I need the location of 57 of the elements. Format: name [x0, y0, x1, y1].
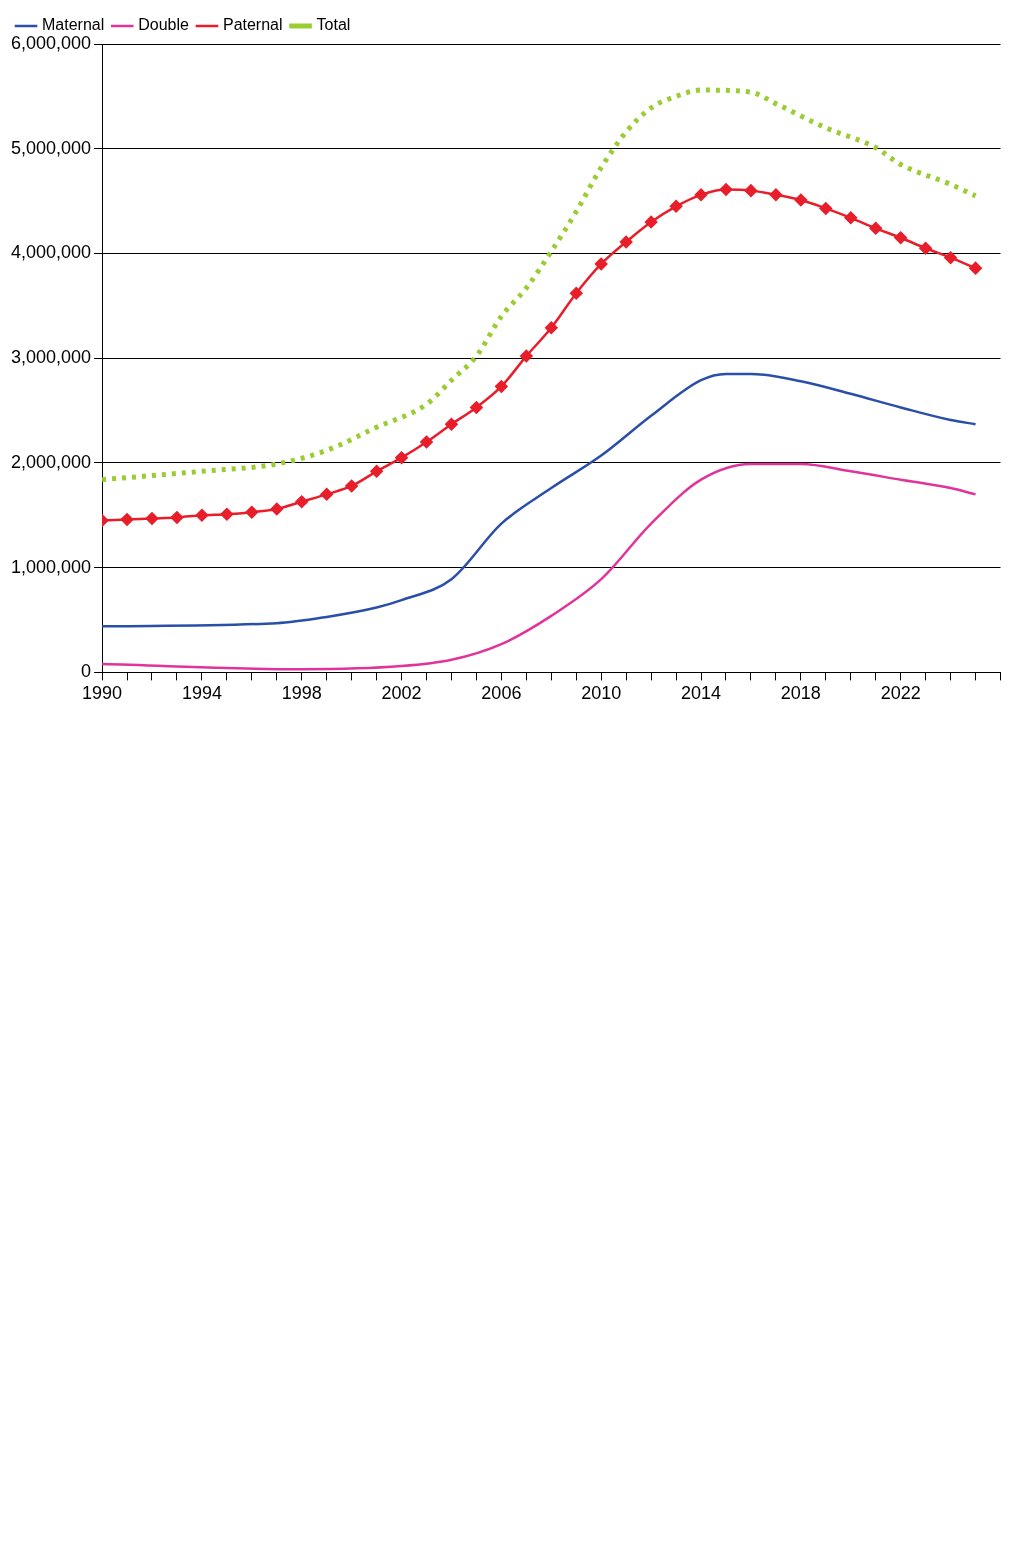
point	[545, 321, 558, 335]
point	[170, 511, 184, 524]
x-tick-label: 1990	[82, 683, 123, 704]
point	[969, 261, 982, 275]
point	[320, 488, 333, 501]
point	[794, 193, 808, 207]
point	[295, 495, 308, 508]
point	[819, 202, 833, 215]
point	[395, 451, 408, 464]
point	[869, 222, 882, 235]
legend-label: Maternal	[42, 16, 105, 34]
legend-label: Paternal	[222, 16, 283, 34]
point	[345, 479, 358, 493]
point	[669, 200, 683, 213]
y-tick-label: 5,000,000	[11, 137, 92, 158]
point	[570, 287, 583, 300]
x-tick-label: 2010	[581, 683, 622, 704]
y-tick-label: 3,000,000	[11, 347, 92, 368]
point	[894, 231, 907, 245]
point	[944, 251, 957, 264]
point	[694, 188, 708, 202]
point	[919, 241, 932, 255]
x-tick-label: 2014	[681, 683, 722, 704]
y-tick-label: 1,000,000	[11, 556, 92, 577]
y-tick-label: 6,000,000	[11, 32, 92, 53]
point	[769, 188, 783, 202]
legend-label: Double	[138, 16, 190, 34]
point	[370, 465, 383, 478]
line-series	[102, 462, 977, 671]
point	[145, 512, 159, 525]
point	[270, 502, 284, 516]
y-tick-label: 2,000,000	[11, 451, 92, 472]
point	[195, 509, 209, 522]
point	[744, 184, 758, 197]
point	[594, 257, 608, 271]
y-tick-label: 0	[81, 661, 92, 682]
line-series	[102, 372, 977, 628]
x-tick-label: 2006	[481, 683, 522, 704]
point	[245, 505, 259, 519]
legend-label: Total	[316, 16, 351, 34]
x-tick-label: 1998	[281, 683, 322, 704]
x-tick-label: 2022	[880, 683, 921, 704]
point	[445, 417, 458, 431]
point	[420, 435, 433, 449]
y-tick-label: 4,000,000	[11, 242, 92, 263]
x-tick-label: 1994	[181, 683, 222, 704]
x-tick-label: 2018	[780, 683, 821, 704]
point	[470, 401, 483, 414]
point	[619, 235, 633, 249]
point	[120, 513, 134, 526]
point	[495, 380, 508, 393]
point	[220, 508, 234, 521]
x-tick-label: 2002	[381, 683, 422, 704]
point	[844, 211, 858, 225]
point	[644, 215, 658, 229]
point	[719, 183, 733, 196]
point	[520, 349, 533, 363]
